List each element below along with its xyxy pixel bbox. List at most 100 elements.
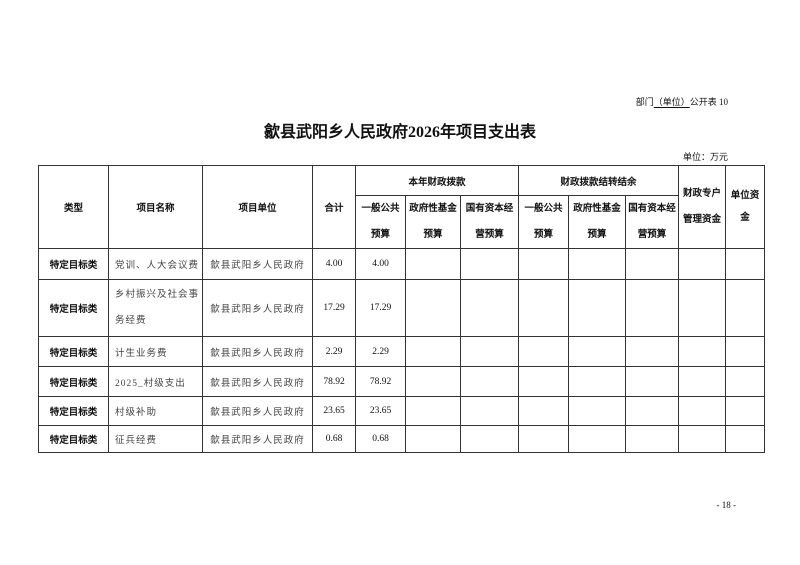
page-number: - 18 - (716, 500, 737, 510)
empty-cell (518, 396, 569, 426)
header-current-year: 本年财政拨款 (355, 165, 519, 196)
table-row: 特定目标类 党训、人大会议费 歙县武阳乡人民政府 4.00 4.00 (38, 248, 766, 280)
empty-cell (678, 366, 727, 397)
header-org: 项目单位 (202, 165, 313, 249)
empty-cell (568, 248, 626, 280)
empty-cell (518, 248, 569, 280)
empty-cell (460, 248, 519, 280)
empty-cell (405, 279, 461, 337)
row-total: 78.92 (312, 366, 356, 397)
row-type: 特定目标类 (38, 279, 109, 337)
row-type: 特定目标类 (38, 336, 109, 367)
empty-cell (678, 279, 727, 337)
empty-cell (568, 279, 626, 337)
row-name: 乡村振兴及社会事务经费 (108, 279, 203, 337)
empty-cell (725, 279, 766, 337)
empty-cell (624, 425, 680, 453)
empty-cell (460, 425, 519, 453)
row-total: 23.65 (312, 396, 356, 426)
empty-cell (460, 279, 519, 337)
row-org: 歙县武阳乡人民政府 (202, 425, 313, 453)
table-row: 特定目标类 计生业务费 歙县武阳乡人民政府 2.29 2.29 (38, 336, 766, 367)
empty-cell (518, 279, 569, 337)
empty-cell (678, 248, 727, 280)
row-type: 特定目标类 (38, 425, 109, 453)
empty-cell (460, 396, 519, 426)
empty-cell (725, 425, 766, 453)
project-expenditure-table: 类型 项目名称 项目单位 合计 本年财政拨款 财政拨款结转结余 财政专户管理资金… (38, 165, 766, 453)
row-general-budget: 17.29 (355, 279, 406, 337)
header-sub: 一般公共预算 (355, 195, 406, 249)
unit-label: 单位：万元 (682, 152, 728, 162)
empty-cell (678, 425, 727, 453)
table-row: 特定目标类 村级补助 歙县武阳乡人民政府 23.65 23.65 (38, 396, 766, 426)
header-sub: 政府性基金预算 (405, 195, 461, 249)
empty-cell (460, 336, 519, 367)
row-name: 村级补助 (108, 396, 203, 426)
row-general-budget: 23.65 (355, 396, 406, 426)
header-own-funds: 单位资金 (725, 165, 766, 249)
row-general-budget: 4.00 (355, 248, 406, 280)
row-total: 4.00 (312, 248, 356, 280)
ref-suffix: 公开表 10 (689, 97, 728, 107)
row-name: 征兵经费 (108, 425, 203, 453)
header-sub: 一般公共预算 (518, 195, 569, 249)
row-general-budget: 0.68 (355, 425, 406, 453)
empty-cell (518, 425, 569, 453)
empty-cell (460, 366, 519, 397)
empty-cell (405, 425, 461, 453)
row-total: 0.68 (312, 425, 356, 453)
header-sub: 国有资本经营预算 (624, 195, 680, 249)
header-carryover: 财政拨款结转结余 (517, 165, 680, 196)
ref-prefix: 部门 (635, 97, 654, 107)
empty-cell (405, 366, 461, 397)
row-name: 党训、人大会议费 (108, 248, 203, 280)
empty-cell (725, 396, 766, 426)
header-sub: 政府性基金预算 (568, 195, 626, 249)
empty-cell (624, 279, 680, 337)
empty-cell (518, 366, 569, 397)
empty-cell (678, 396, 727, 426)
row-org: 歙县武阳乡人民政府 (202, 279, 313, 337)
empty-cell (725, 366, 766, 397)
empty-cell (568, 336, 626, 367)
row-type: 特定目标类 (38, 396, 109, 426)
row-general-budget: 78.92 (355, 366, 406, 397)
empty-cell (624, 396, 680, 426)
header-special-account: 财政专户管理资金 (678, 165, 727, 249)
empty-cell (678, 336, 727, 367)
header-total: 合计 (312, 165, 356, 249)
ref-unit: （单位） (653, 97, 690, 107)
empty-cell (568, 396, 626, 426)
row-org: 歙县武阳乡人民政府 (202, 336, 313, 367)
empty-cell (405, 248, 461, 280)
row-name: 2025_村级支出 (108, 366, 203, 397)
empty-cell (405, 396, 461, 426)
empty-cell (725, 336, 766, 367)
row-type: 特定目标类 (38, 366, 109, 397)
empty-cell (725, 248, 766, 280)
row-total: 17.29 (312, 279, 356, 337)
table-row: 特定目标类 乡村振兴及社会事务经费 歙县武阳乡人民政府 17.29 17.29 (38, 279, 766, 337)
empty-cell (518, 336, 569, 367)
row-name: 计生业务费 (108, 336, 203, 367)
header-name: 项目名称 (108, 165, 203, 249)
row-total: 2.29 (312, 336, 356, 367)
table-row: 特定目标类 2025_村级支出 歙县武阳乡人民政府 78.92 78.92 (38, 366, 766, 397)
page-title: 歙县武阳乡人民政府2026年项目支出表 (263, 124, 536, 141)
row-org: 歙县武阳乡人民政府 (202, 366, 313, 397)
header-sub: 国有资本经营预算 (460, 195, 519, 249)
empty-cell (568, 366, 626, 397)
empty-cell (405, 336, 461, 367)
table-row: 特定目标类 征兵经费 歙县武阳乡人民政府 0.68 0.68 (38, 425, 766, 453)
empty-cell (624, 248, 680, 280)
row-org: 歙县武阳乡人民政府 (202, 248, 313, 280)
table-reference: 部门（单位）公开表 10 (636, 95, 728, 108)
empty-cell (624, 336, 680, 367)
header-type: 类型 (38, 165, 109, 249)
row-org: 歙县武阳乡人民政府 (202, 396, 313, 426)
row-type: 特定目标类 (38, 248, 109, 280)
row-general-budget: 2.29 (355, 336, 406, 367)
empty-cell (568, 425, 626, 453)
empty-cell (624, 366, 680, 397)
